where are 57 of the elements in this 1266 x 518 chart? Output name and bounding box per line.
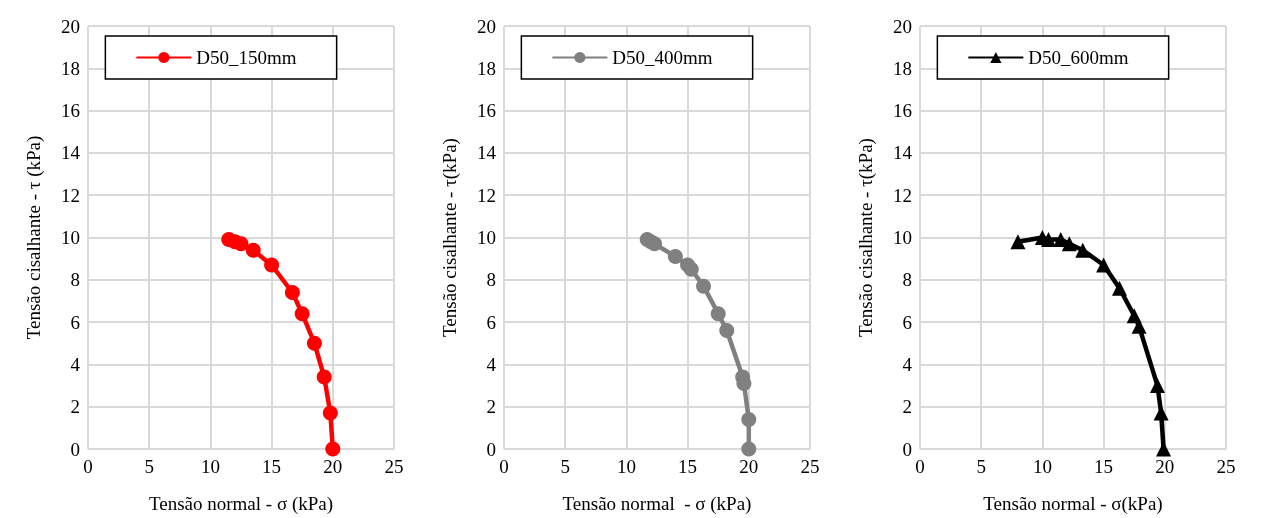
y-tick-label: 6	[70, 311, 80, 333]
x-tick-label: 20	[739, 456, 759, 477]
y-axis-title: Tensão cisalhante - τ(kPa)	[439, 138, 461, 337]
x-tick-label: 5	[976, 456, 986, 477]
x-tick-label: 10	[616, 456, 636, 477]
x-tick-label: 20	[1155, 456, 1175, 477]
y-tick-label: 14	[61, 142, 81, 164]
y-tick-label: 20	[61, 15, 80, 37]
y-tick-label: 20	[477, 15, 496, 37]
x-tick-label: 25	[1216, 456, 1236, 477]
x-tick-label: 15	[262, 456, 282, 477]
y-tick-label: 16	[477, 100, 496, 122]
x-tick-label: 25	[384, 456, 404, 477]
y-tick-label: 16	[893, 100, 912, 122]
y-tick-label: 18	[61, 57, 80, 79]
y-tick-label: 10	[477, 227, 496, 248]
y-tick-label: 2	[70, 396, 80, 418]
x-tick-label: 5	[144, 456, 154, 477]
y-axis-title: Tensão cisalhante - τ(kPa)	[855, 138, 877, 337]
y-tick-label: 6	[486, 311, 496, 333]
y-tick-label: 4	[486, 353, 497, 375]
x-tick-label: 25	[800, 456, 820, 477]
y-tick-label: 12	[61, 184, 80, 206]
y-tick-label: 8	[70, 269, 80, 291]
y-tick-label: 4	[70, 353, 81, 375]
y-tick-label: 18	[477, 57, 496, 79]
x-tick-label: 10	[1032, 456, 1052, 477]
y-tick-label: 0	[70, 438, 80, 460]
y-tick-label: 6	[902, 311, 912, 333]
x-tick-label: 15	[1094, 456, 1114, 477]
y-tick-label: 4	[902, 353, 913, 375]
legend-label: D50_400mm	[612, 47, 713, 68]
y-tick-label: 14	[477, 142, 497, 164]
y-tick-label: 10	[61, 227, 80, 248]
y-tick-label: 18	[893, 57, 912, 79]
y-tick-label: 0	[486, 438, 496, 460]
x-tick-label: 10	[200, 456, 220, 477]
legend-label: D50_150mm	[196, 47, 297, 68]
y-tick-label: 12	[477, 184, 496, 206]
y-tick-label: 12	[893, 184, 912, 206]
x-axis-title: Tensão normal - σ (kPa)	[148, 493, 334, 515]
y-tick-label: 16	[61, 100, 80, 122]
x-tick-label: 5	[560, 456, 570, 477]
x-tick-label: 20	[323, 456, 343, 477]
y-tick-label: 20	[893, 15, 912, 37]
y-tick-label: 14	[893, 142, 913, 164]
y-tick-label: 0	[902, 438, 912, 460]
legend-label: D50_600mm	[1028, 47, 1129, 68]
y-axis-title: Tensão cisalhante - τ (kPa)	[23, 135, 45, 340]
y-tick-label: 2	[902, 396, 912, 418]
y-tick-label: 8	[486, 269, 496, 291]
y-tick-label: 2	[486, 396, 496, 418]
y-tick-label: 8	[902, 269, 912, 291]
x-axis-title: Tensão normal - σ(kPa)	[983, 493, 1163, 515]
x-axis-title: Tensão normal - σ (kPa)	[562, 493, 752, 515]
x-tick-label: 15	[678, 456, 698, 477]
y-tick-label: 10	[893, 227, 912, 248]
